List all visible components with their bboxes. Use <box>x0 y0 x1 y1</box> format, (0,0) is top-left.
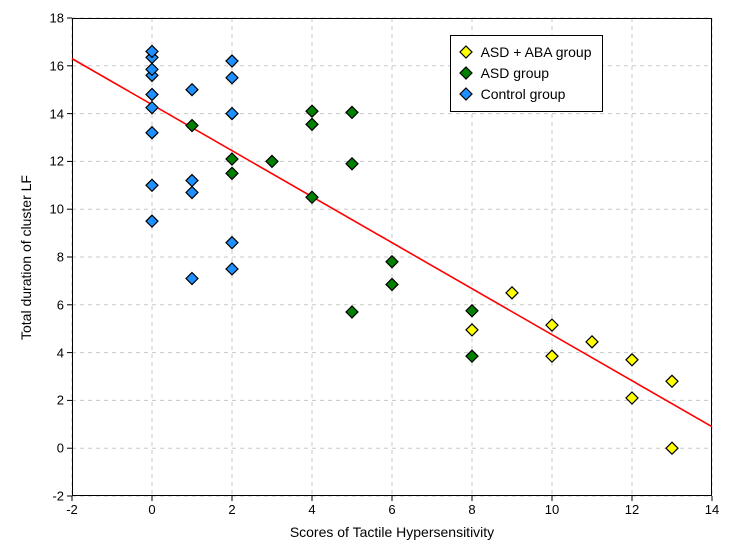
x-tick-label: 2 <box>228 502 235 517</box>
y-tick-label: -2 <box>52 489 64 504</box>
legend-marker-icon <box>459 66 473 80</box>
legend-item: ASD group <box>459 63 592 84</box>
legend: ASD + ABA groupASD groupControl group <box>450 35 603 112</box>
legend-label: Control group <box>481 84 566 105</box>
plot-svg <box>72 18 712 496</box>
y-tick-label: 6 <box>57 297 64 312</box>
y-tick-label: 10 <box>50 202 64 217</box>
legend-label: ASD + ABA group <box>481 42 592 63</box>
scatter-chart: Scores of Tactile Hypersensitivity Total… <box>0 0 747 554</box>
legend-marker-icon <box>459 87 473 101</box>
y-tick-label: 0 <box>57 441 64 456</box>
x-tick-label: 4 <box>308 502 315 517</box>
x-tick-label: 6 <box>388 502 395 517</box>
x-tick-label: 10 <box>545 502 559 517</box>
x-tick-label: -2 <box>66 502 78 517</box>
legend-label: ASD group <box>481 63 549 84</box>
y-tick-label: 16 <box>50 58 64 73</box>
plot-area <box>72 18 712 496</box>
x-tick-label: 8 <box>468 502 475 517</box>
x-axis-label: Scores of Tactile Hypersensitivity <box>290 524 494 540</box>
y-tick-label: 2 <box>57 393 64 408</box>
legend-item: Control group <box>459 84 592 105</box>
x-tick-label: 12 <box>625 502 639 517</box>
y-axis-label: Total duration of cluster LF <box>18 175 34 340</box>
y-tick-label: 12 <box>50 154 64 169</box>
y-tick-label: 8 <box>57 250 64 265</box>
y-tick-label: 14 <box>50 106 64 121</box>
legend-marker-icon <box>459 45 473 59</box>
y-tick-label: 18 <box>50 11 64 26</box>
y-tick-label: 4 <box>57 345 64 360</box>
legend-item: ASD + ABA group <box>459 42 592 63</box>
x-tick-label: 14 <box>705 502 719 517</box>
x-tick-label: 0 <box>148 502 155 517</box>
